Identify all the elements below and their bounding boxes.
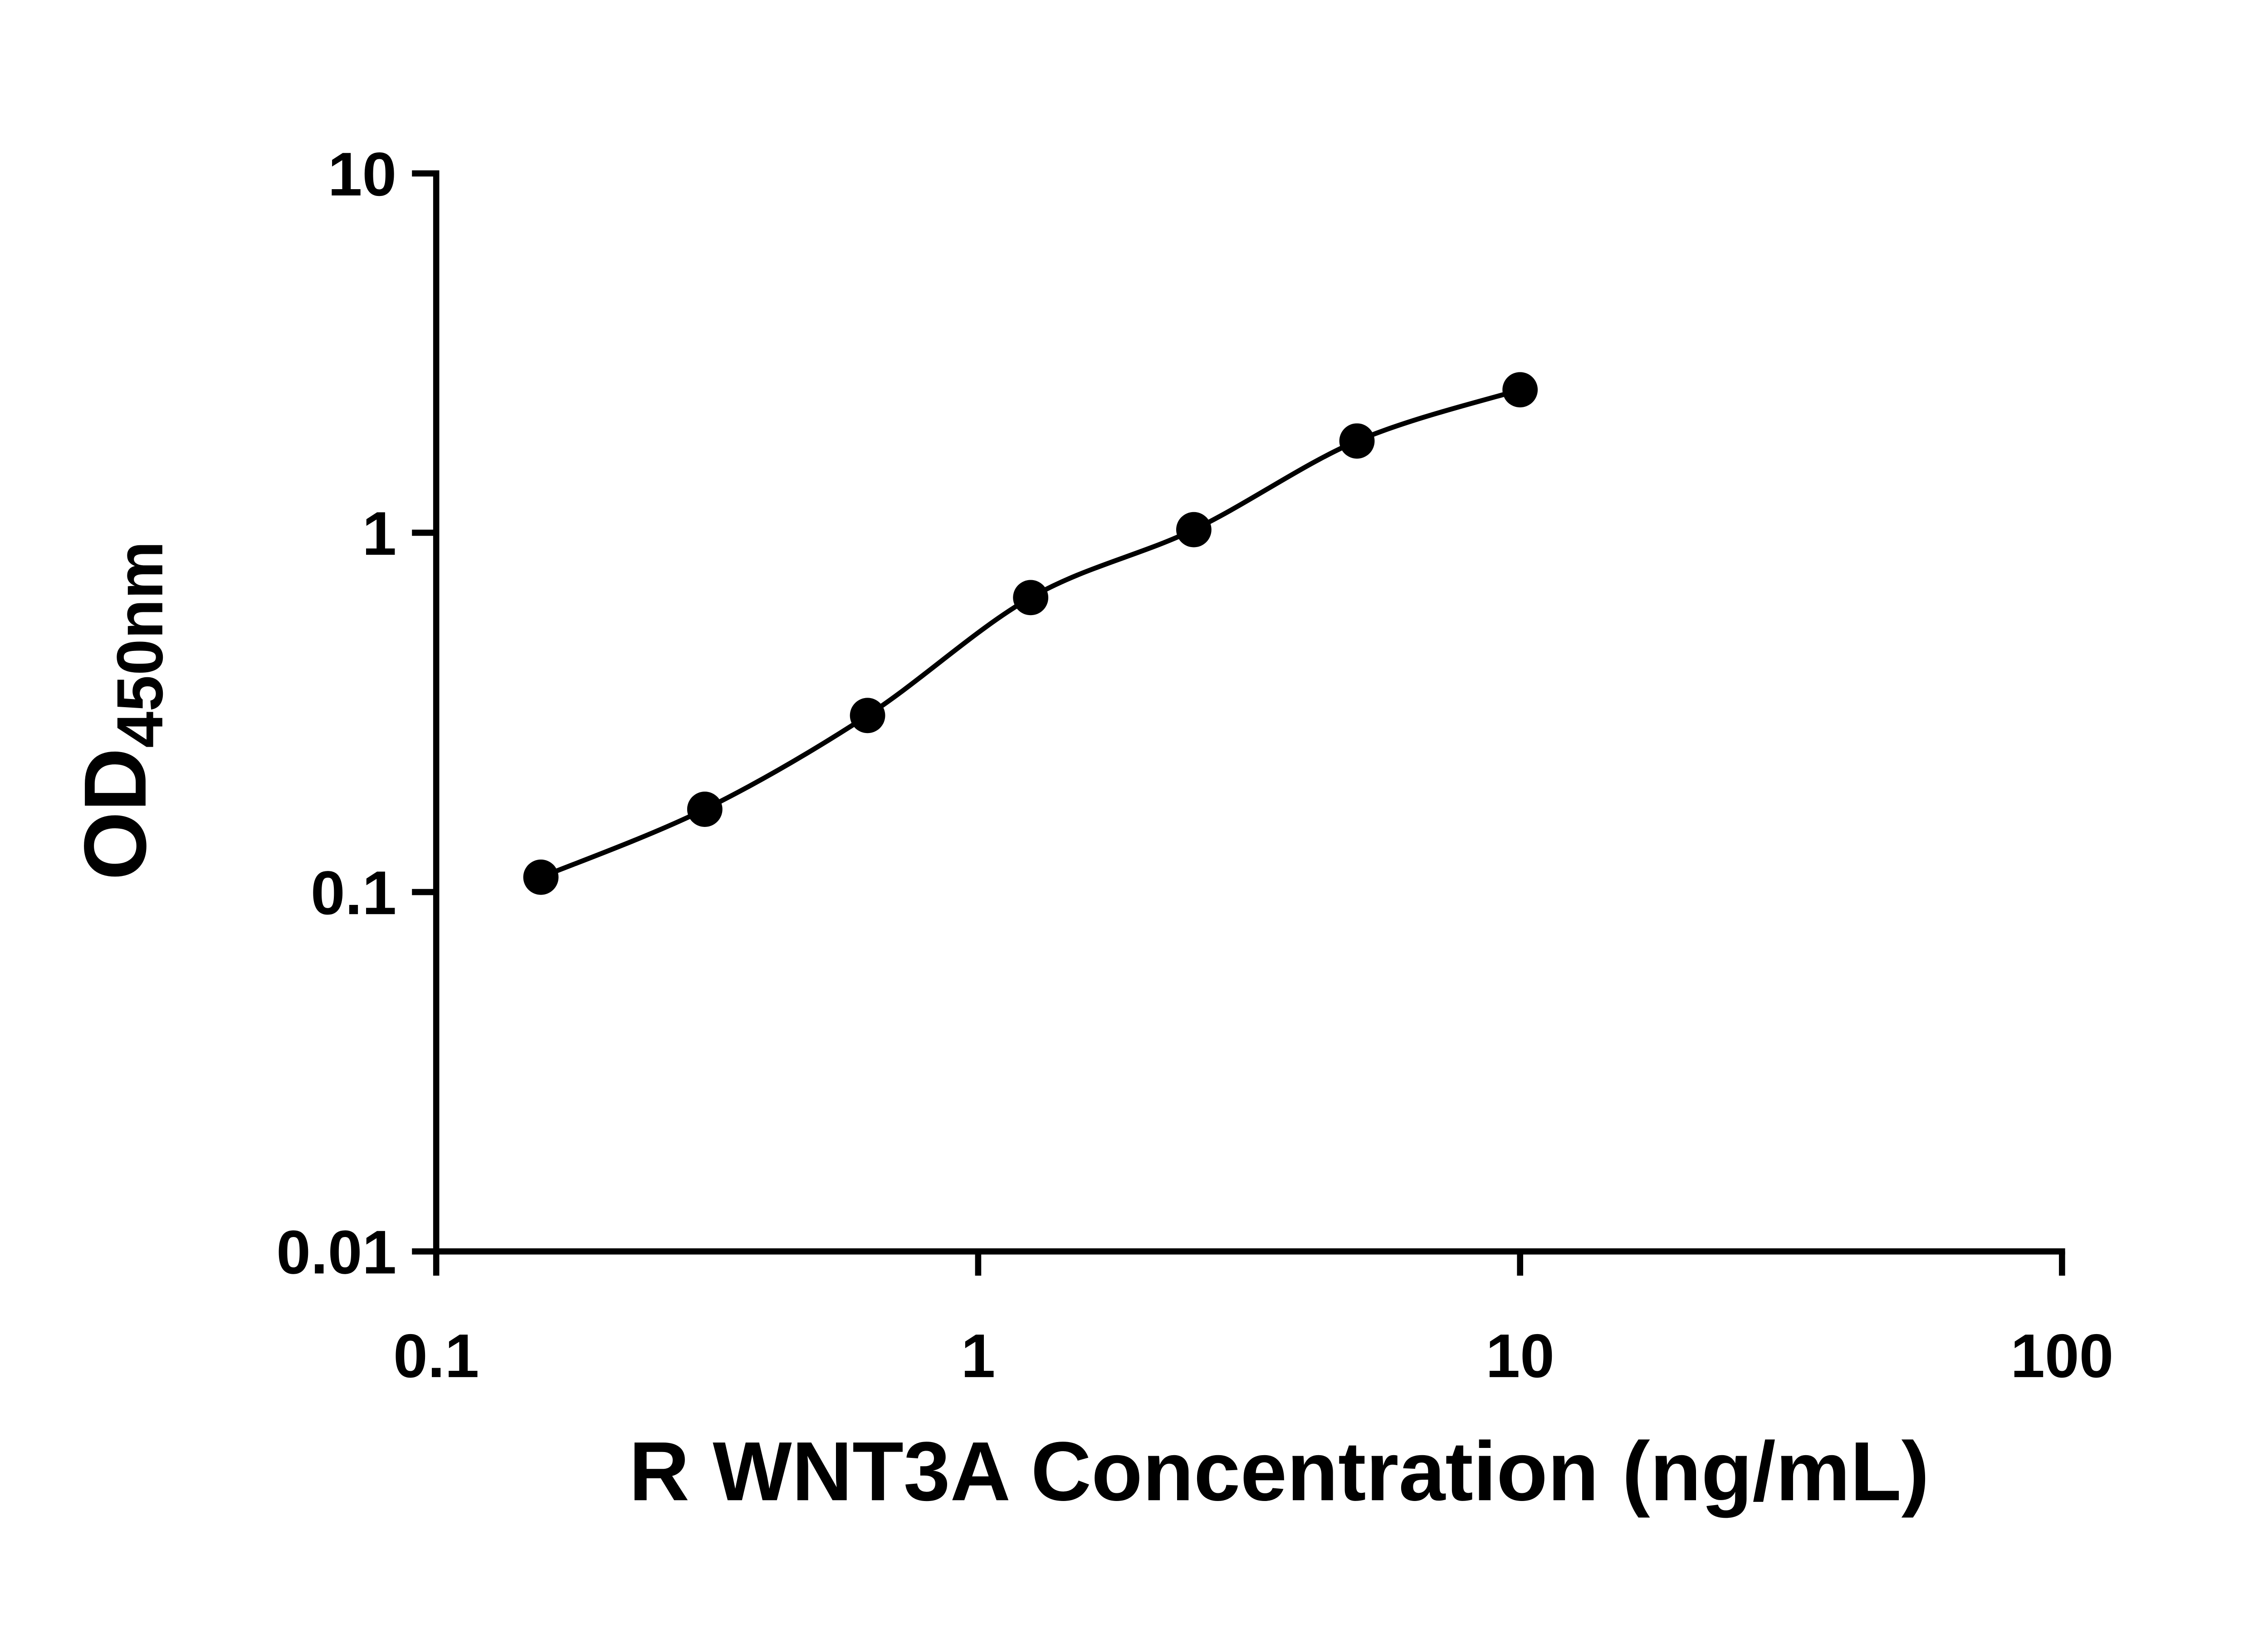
data-point-marker	[1502, 372, 1538, 408]
x-axis-tick-label: 100	[2010, 1321, 2113, 1390]
plot-area: 0.1 1 10 100 10 1 0.1 0.01	[276, 140, 2113, 1390]
y-axis-title-subscript: 450nm	[104, 541, 176, 748]
x-axis-tick-label: 10	[1486, 1321, 1554, 1390]
y-axis-tick-label: 1	[362, 499, 396, 568]
data-point-marker	[523, 859, 559, 895]
y-axis-tick-label: 0.1	[311, 858, 396, 927]
axis-spines	[433, 170, 2065, 1255]
standard-curve-fit-line	[538, 387, 1523, 880]
y-axis-title: OD450nm	[66, 541, 176, 880]
data-point-marker	[1339, 423, 1375, 459]
data-point-marker	[850, 698, 885, 733]
data-point-marker	[1176, 512, 1212, 548]
x-axis-title: R WNT3A Concentration (ng/mL)	[629, 1425, 1930, 1518]
x-axis-tick-label: 1	[961, 1321, 996, 1390]
y-axis-tick-label: 0.01	[276, 1217, 396, 1286]
y-axis-tick-label: 10	[328, 140, 396, 209]
y-axis-title-base: OD	[66, 748, 165, 880]
x-axis-tick-label: 0.1	[393, 1321, 479, 1390]
data-point-marker	[687, 792, 723, 827]
data-point-marker	[1013, 580, 1049, 616]
